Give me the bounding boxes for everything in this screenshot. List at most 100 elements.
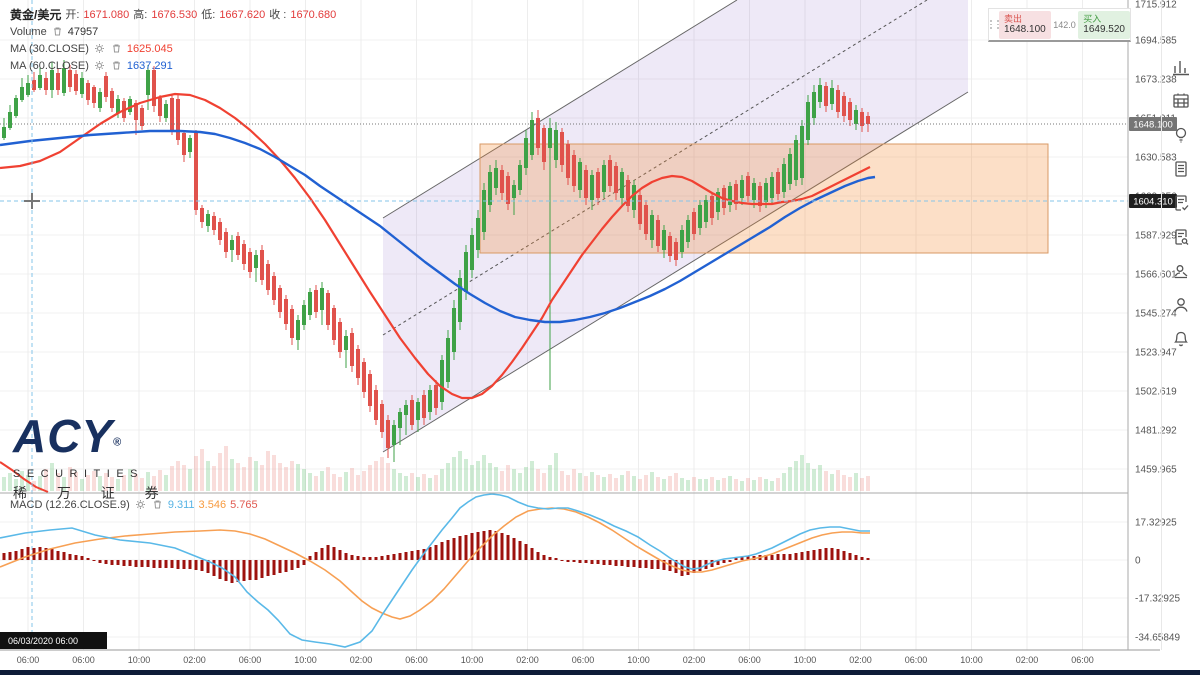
svg-text:1630.583: 1630.583 <box>1135 153 1177 164</box>
profile-icon[interactable] <box>1170 294 1192 316</box>
sell-label: 卖出 <box>1004 14 1023 24</box>
macd-dif-line <box>0 493 870 648</box>
news-doc-icon[interactable] <box>1170 158 1192 180</box>
ma60-label: MA (60.CLOSE) <box>10 59 89 72</box>
ma60-row: MA (60.CLOSE) 1637.291 <box>10 57 336 74</box>
svg-text:06:00: 06:00 <box>17 655 40 665</box>
open-label: 开: <box>65 8 80 21</box>
bar-chart-icon[interactable] <box>1170 56 1192 78</box>
svg-text:02:00: 02:00 <box>516 655 539 665</box>
crosshair <box>0 0 1128 648</box>
doc-search-icon[interactable] <box>1170 226 1192 248</box>
idea-bulb-icon[interactable] <box>1170 124 1192 146</box>
svg-text:06:00: 06:00 <box>72 655 95 665</box>
symbol-name: 黄金/美元 <box>10 7 62 22</box>
account-desk-icon[interactable] <box>1170 260 1192 282</box>
legend-panel: 黄金/美元 开: 1671.080 高: 1676.530 低: 1667.62… <box>10 6 336 74</box>
doc-check-icon[interactable] <box>1170 192 1192 214</box>
svg-text:02:00: 02:00 <box>350 655 373 665</box>
volume-label: Volume <box>10 25 47 38</box>
settings-gear-icon[interactable] <box>93 59 106 72</box>
ma30-value: 1625.045 <box>126 42 173 55</box>
buy-label: 买入 <box>1083 14 1102 24</box>
spread-value: 142.0 <box>1053 19 1076 30</box>
svg-text:1604.310: 1604.310 <box>1133 197 1173 208</box>
svg-text:02:00: 02:00 <box>849 655 872 665</box>
svg-text:10:00: 10:00 <box>461 655 484 665</box>
low-label: 低: <box>201 8 216 21</box>
macd-osc-value: 5.765 <box>230 498 258 511</box>
settings-gear-icon[interactable] <box>134 498 147 511</box>
volume-ma-line <box>0 461 49 493</box>
svg-text:1523.947: 1523.947 <box>1135 348 1177 359</box>
logo-reg-mark: ® <box>113 436 123 449</box>
channel-midline <box>382 0 928 336</box>
sell-button[interactable]: 卖出 1648.100 <box>999 10 1051 39</box>
svg-text:02:00: 02:00 <box>1016 655 1039 665</box>
trash-icon[interactable] <box>51 25 64 38</box>
crosshair-date-tag: 06/03/2020 06:00 <box>0 632 107 649</box>
open-value: 1671.080 <box>83 8 130 21</box>
svg-text:1673.238: 1673.238 <box>1135 75 1177 86</box>
volume-row: Volume 47957 <box>10 23 336 40</box>
high-value: 1676.530 <box>151 8 198 21</box>
ohlc-row: 黄金/美元 开: 1671.080 高: 1676.530 低: 1667.62… <box>10 6 336 23</box>
svg-text:10:00: 10:00 <box>794 655 817 665</box>
drag-handle-icon[interactable] <box>989 20 999 29</box>
notification-bell-icon[interactable] <box>1170 328 1192 350</box>
last-price-tag: 1648.100 <box>1129 117 1177 131</box>
macd-dif-value: 9.311 <box>167 498 195 511</box>
svg-text:1566.601: 1566.601 <box>1135 270 1177 281</box>
svg-text:1502.619: 1502.619 <box>1135 387 1177 398</box>
acy-logo: ACY® SECURITIES 稀 万 证 券 <box>13 413 172 503</box>
buy-price: 1649.520 <box>1083 24 1125 35</box>
svg-text:02:00: 02:00 <box>183 655 206 665</box>
svg-text:1481.292: 1481.292 <box>1135 426 1177 437</box>
ma60-line <box>0 129 876 324</box>
svg-text:1648.100: 1648.100 <box>1133 120 1173 131</box>
ma30-label: MA (30.CLOSE) <box>10 42 89 55</box>
calendar-icon[interactable] <box>1170 90 1192 112</box>
right-toolbar <box>1161 0 1200 650</box>
crosshair-price-tag: 1604.310 <box>1129 194 1177 208</box>
svg-text:06:00: 06:00 <box>1071 655 1094 665</box>
buy-button[interactable]: 买入 1649.520 <box>1078 10 1130 39</box>
trash-icon[interactable] <box>151 498 164 511</box>
logo-brand: ACY <box>13 410 114 462</box>
logo-chinese-name: 稀 万 证 券 <box>13 484 172 501</box>
logo-subtitle: SECURITIES <box>13 467 145 480</box>
trash-icon[interactable] <box>110 42 123 55</box>
macd-layer <box>0 493 870 648</box>
svg-text:06:00: 06:00 <box>905 655 928 665</box>
candles-layer <box>2 60 870 462</box>
svg-text:06:00: 06:00 <box>239 655 262 665</box>
settings-gear-icon[interactable] <box>93 42 106 55</box>
close-value: 1670.680 <box>290 8 337 21</box>
svg-text:06:00: 06:00 <box>405 655 428 665</box>
svg-text:06/03/2020 06:00: 06/03/2020 06:00 <box>8 636 78 646</box>
macd-dea-value: 3.546 <box>198 498 227 511</box>
quote-widget: 卖出 1648.100 142.0 买入 1649.520 <box>988 8 1131 42</box>
svg-text:1587.929: 1587.929 <box>1135 231 1177 242</box>
bottom-statusbar <box>0 670 1200 675</box>
trash-icon[interactable] <box>110 59 123 72</box>
svg-text:10:00: 10:00 <box>960 655 983 665</box>
svg-text:-17.32925: -17.32925 <box>1135 594 1180 605</box>
macd-legend: MACD (12.26.CLOSE.9) 9.311 3.546 5.765 <box>10 496 258 513</box>
low-value: 1667.620 <box>219 8 266 21</box>
svg-text:17.32925: 17.32925 <box>1135 518 1177 529</box>
svg-text:0: 0 <box>1135 556 1141 567</box>
high-label: 高: <box>133 8 148 21</box>
ma30-line <box>0 92 871 400</box>
close-label: 收 : <box>269 8 287 21</box>
svg-text:10:00: 10:00 <box>627 655 650 665</box>
svg-text:1694.585: 1694.585 <box>1135 36 1177 47</box>
svg-text:1715.912: 1715.912 <box>1135 0 1177 11</box>
ma30-row: MA (30.CLOSE) 1625.045 <box>10 40 336 57</box>
macd-signal-line <box>0 507 870 620</box>
volume-layer <box>0 446 870 493</box>
time-axis-labels: 06:00 06:00 10:00 02:00 06:00 10:00 02:00 06:00… <box>17 655 1094 665</box>
svg-text:10:00: 10:00 <box>128 655 151 665</box>
svg-text:-34.65849: -34.65849 <box>1135 633 1180 644</box>
